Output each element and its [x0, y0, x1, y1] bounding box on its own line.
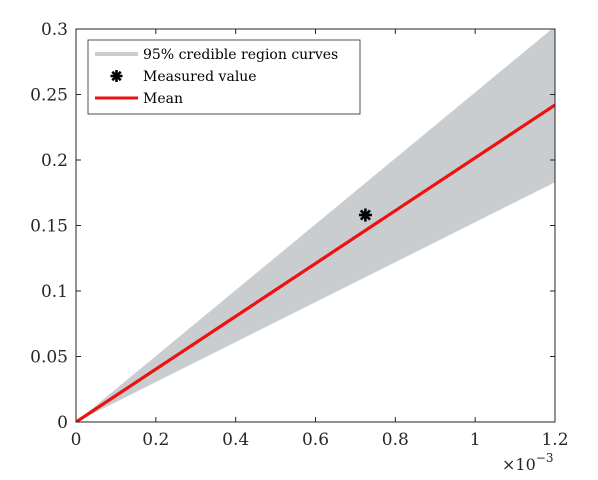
legend: 95% credible region curves Measured value… — [87, 39, 361, 115]
plot-area: 0 0.2 0.4 0.6 0.8 1 1.2 0 0.05 0.1 0.15 0.2 0.25 0.3 — [30, 20, 568, 450]
y-tick-label: 0.1 — [41, 282, 68, 302]
y-tick-label: 0.15 — [30, 217, 68, 237]
legend-label-band: 95% credible region curves — [143, 47, 338, 63]
x-tick-label: 1.2 — [541, 430, 568, 450]
measured-value-point — [358, 208, 372, 222]
y-tick-label: 0.05 — [30, 348, 68, 368]
x-tick-label: 0.2 — [142, 430, 169, 450]
y-tick-label: 0 — [57, 413, 68, 433]
y-tick-label: 0.2 — [41, 151, 68, 171]
x-tick-label: 0.6 — [302, 430, 329, 450]
x-tick-label: 0.4 — [222, 430, 249, 450]
multiplier-base: ×10 — [502, 455, 536, 474]
data-layer — [76, 29, 555, 422]
x-tick-label: 0.8 — [382, 430, 409, 450]
y-tick-label: 0.3 — [41, 20, 68, 40]
legend-label-mean: Mean — [143, 91, 183, 107]
credible-region-band — [76, 29, 555, 422]
legend-label-marker: Measured value — [143, 69, 257, 85]
x-tick-label: 1 — [470, 430, 481, 450]
x-tick-label: 0 — [71, 430, 82, 450]
mean-line — [76, 103, 555, 422]
x-axis-multiplier: ×10−3 — [502, 451, 553, 474]
tick-layer: 0 0.2 0.4 0.6 0.8 1 1.2 0 0.05 0.1 0.15 0.2 0.25 0.3 — [30, 20, 568, 450]
multiplier-exponent: −3 — [536, 451, 554, 465]
legend-swatch-marker — [110, 70, 123, 82]
y-tick-label: 0.25 — [30, 86, 68, 106]
